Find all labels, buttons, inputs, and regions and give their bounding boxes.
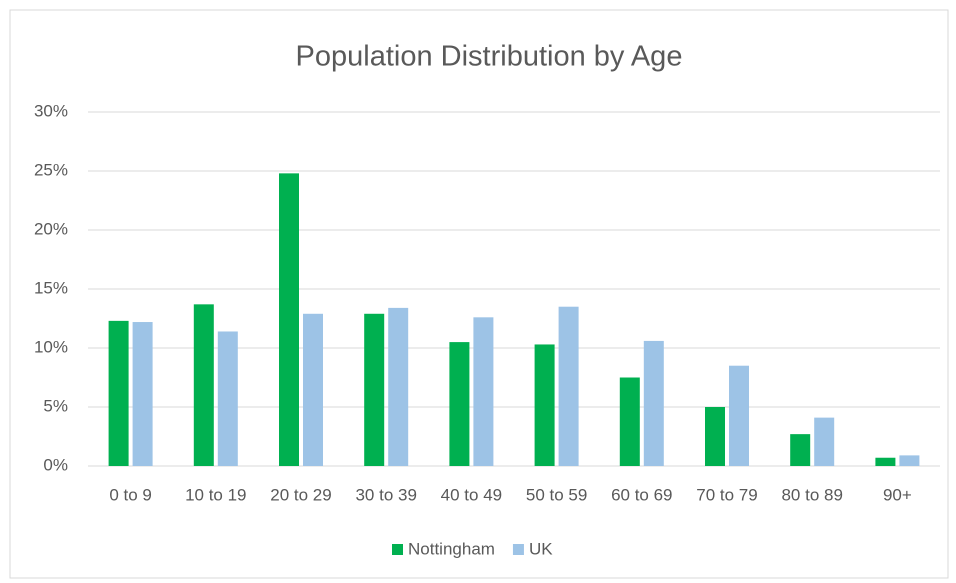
x-tick-label: 90+	[883, 485, 912, 504]
bar	[899, 455, 920, 466]
legend-label: Nottingham	[408, 539, 495, 558]
bar	[729, 365, 749, 466]
bar	[364, 313, 385, 466]
bar	[279, 173, 299, 467]
chart-frame	[9, 9, 949, 579]
x-tick-label: 20 to 29	[270, 485, 331, 504]
bar	[875, 457, 896, 466]
bar	[108, 320, 129, 466]
x-tick-label: 10 to 19	[185, 485, 246, 504]
legend-swatch	[392, 544, 403, 555]
bar	[558, 306, 579, 466]
x-tick-label: 80 to 89	[781, 485, 842, 504]
bar	[473, 317, 494, 466]
x-tick-label: 60 to 69	[611, 485, 672, 504]
legend-swatch	[512, 544, 524, 555]
x-tick-label: 0 to 9	[109, 485, 152, 504]
y-tick-label: 10%	[34, 337, 68, 356]
x-tick-label: 50 to 59	[526, 485, 587, 504]
chart-title: Population Distribution by Age	[296, 41, 683, 73]
bar	[534, 344, 555, 466]
y-tick-label: 5%	[43, 396, 68, 415]
y-tick-label: 20%	[34, 219, 68, 238]
x-tick-label: 30 to 39	[355, 485, 416, 504]
bar	[705, 407, 725, 466]
bar	[790, 434, 811, 466]
y-tick-label: 30%	[34, 101, 68, 120]
bar	[814, 417, 835, 466]
x-tick-label: 40 to 49	[441, 485, 502, 504]
legend-label: UK	[529, 539, 553, 558]
bar	[132, 322, 153, 466]
bar	[193, 304, 214, 466]
y-tick-label: 15%	[34, 278, 68, 297]
bar	[619, 377, 640, 466]
bar	[388, 307, 409, 466]
bar	[643, 340, 664, 466]
bar	[449, 342, 470, 466]
y-tick-label: 25%	[34, 160, 68, 179]
y-tick-label: 0%	[43, 455, 68, 474]
bar	[303, 313, 323, 466]
bar	[217, 331, 238, 466]
x-tick-label: 70 to 79	[696, 485, 757, 504]
